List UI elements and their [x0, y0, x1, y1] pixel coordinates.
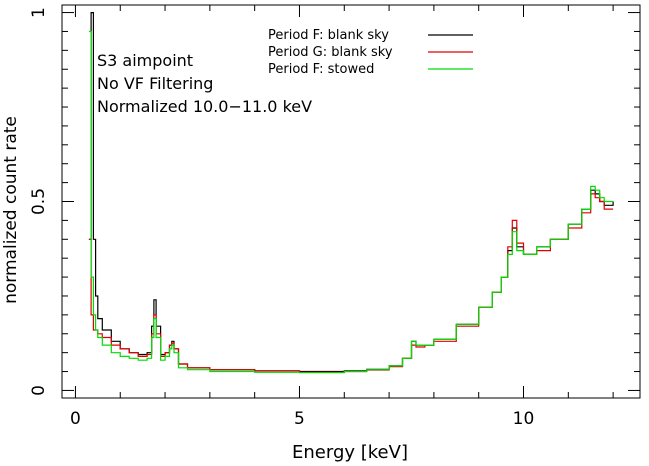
annotation-text: Normalized 10.0−11.0 keV — [97, 97, 312, 116]
annotations: S3 aimpoint No VF Filtering Normalized 10.… — [97, 51, 312, 116]
x-axis-ticks: 0 5 10 — [70, 5, 614, 429]
y-tick-label: 0.5 — [29, 188, 49, 215]
series-layer — [88, 12, 614, 374]
legend: Period F: blank sky Period G: blank sky Pe… — [268, 28, 473, 77]
x-tick-label: 5 — [294, 409, 305, 429]
x-tick-label: 10 — [513, 409, 535, 429]
annotation-text: No VF Filtering — [97, 74, 213, 93]
y-axis-title: normalized count rate — [1, 116, 21, 304]
x-tick-label: 0 — [70, 409, 81, 429]
legend-label: Period F: stowed — [268, 62, 374, 77]
series-line-3 — [88, 30, 614, 374]
x-axis-title: Energy [keV] — [292, 442, 408, 463]
annotation-text: S3 aimpoint — [97, 51, 193, 70]
legend-label: Period G: blank sky — [268, 45, 393, 60]
legend-label: Period F: blank sky — [268, 28, 389, 43]
y-tick-label: 1 — [29, 7, 49, 18]
y-axis-ticks: 00.51 — [29, 7, 640, 396]
y-tick-label: 0 — [29, 385, 49, 396]
